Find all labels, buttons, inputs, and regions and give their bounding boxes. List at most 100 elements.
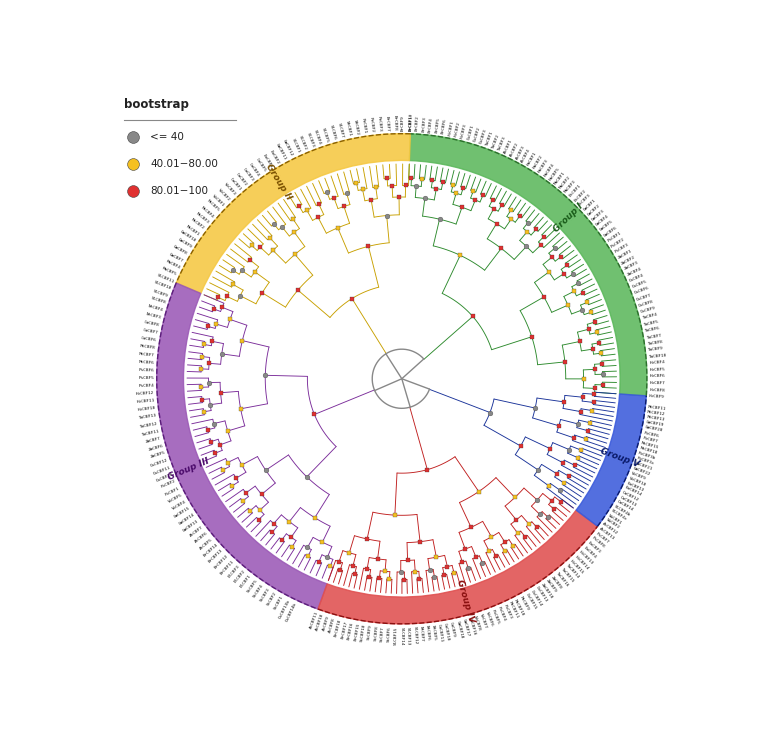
- Text: PvCBF7: PvCBF7: [642, 436, 659, 443]
- Text: BrCBF16: BrCBF16: [347, 621, 354, 640]
- Text: MtCBF10: MtCBF10: [514, 598, 525, 616]
- Text: BrCBF8: BrCBF8: [393, 116, 397, 131]
- Text: PvCBF1: PvCBF1: [164, 486, 180, 496]
- Text: MtCBF3: MtCBF3: [195, 211, 210, 224]
- Text: MtCBF2: MtCBF2: [191, 218, 205, 230]
- Text: PvCBF3: PvCBF3: [503, 604, 513, 619]
- Text: MtCBF11: MtCBF11: [508, 601, 520, 619]
- Text: CaCBF3: CaCBF3: [241, 166, 255, 182]
- Text: PvCBF4: PvCBF4: [496, 606, 506, 622]
- Text: Group IV: Group IV: [456, 579, 476, 624]
- Text: HvCBF4: HvCBF4: [649, 361, 665, 365]
- Text: ZmCBF1: ZmCBF1: [617, 248, 633, 259]
- Text: MtCBF7: MtCBF7: [139, 352, 155, 357]
- Text: OsCBF13: OsCBF13: [535, 586, 548, 603]
- Text: GmCBF13: GmCBF13: [183, 519, 200, 532]
- Text: OsCBF1: OsCBF1: [466, 124, 474, 140]
- Text: NtCBF4: NtCBF4: [148, 304, 164, 313]
- Text: PvCBF3c: PvCBF3c: [636, 456, 655, 466]
- Text: HvCBF5: HvCBF5: [649, 368, 666, 372]
- Text: BrCBF11: BrCBF11: [220, 560, 234, 575]
- Text: BrCBF1: BrCBF1: [408, 116, 413, 131]
- Text: BrCBF7: BrCBF7: [385, 116, 390, 131]
- Text: CaCBF5: CaCBF5: [255, 158, 267, 172]
- Text: AtCBF3: AtCBF3: [515, 144, 526, 160]
- Text: MaCBF3: MaCBF3: [564, 179, 577, 194]
- Text: 80.01−100: 80.01−100: [151, 186, 209, 196]
- Text: SlCBF15: SlCBF15: [394, 626, 397, 645]
- Text: ZmCBF6: ZmCBF6: [147, 443, 164, 452]
- Text: TaCBF11: TaCBF11: [141, 429, 160, 436]
- Text: BrCBF10: BrCBF10: [408, 112, 413, 131]
- Text: GmCBF18: GmCBF18: [456, 620, 463, 639]
- Text: StCBF2: StCBF2: [266, 591, 278, 607]
- Text: StCBF3: StCBF3: [260, 587, 271, 603]
- Text: CaCBF13: CaCBF13: [619, 495, 637, 507]
- Text: ElCBF3: ElCBF3: [227, 564, 241, 579]
- Text: CaCBF9: CaCBF9: [449, 621, 456, 638]
- Text: OsCBF15: OsCBF15: [524, 592, 537, 610]
- Text: HaCBF4: HaCBF4: [543, 162, 555, 177]
- Text: GmCBF22: GmCBF22: [633, 466, 651, 476]
- Text: StCBF1: StCBF1: [273, 595, 285, 610]
- Text: PsCBF2: PsCBF2: [611, 236, 626, 248]
- Text: TaCBF7: TaCBF7: [646, 333, 662, 340]
- Text: HaCBF2: HaCBF2: [532, 154, 544, 170]
- Text: CaCBF11: CaCBF11: [437, 623, 444, 642]
- Text: VuCBF2: VuCBF2: [604, 518, 620, 530]
- Text: PsCBF7: PsCBF7: [595, 531, 610, 544]
- Text: TaCBF8: TaCBF8: [647, 340, 663, 346]
- Text: HvCBF11: HvCBF11: [136, 399, 155, 404]
- Text: TaCBF1: TaCBF1: [485, 130, 494, 147]
- Text: EoCBF2: EoCBF2: [269, 149, 280, 165]
- Text: HvCBF10: HvCBF10: [137, 406, 156, 412]
- Text: ZmCBF5: ZmCBF5: [150, 451, 165, 459]
- Text: GmCBF9: GmCBF9: [176, 238, 192, 250]
- Text: SlCBF3: SlCBF3: [306, 132, 315, 148]
- Text: OsCBF11: OsCBF11: [152, 465, 171, 476]
- Text: NtCBF2: NtCBF2: [352, 119, 359, 135]
- Text: SlCBF1: SlCBF1: [291, 138, 301, 154]
- Wedge shape: [318, 510, 597, 624]
- Text: BrCBF3: BrCBF3: [422, 116, 426, 132]
- Text: MtCBF5: MtCBF5: [206, 200, 220, 213]
- Text: StCBF6: StCBF6: [387, 626, 391, 642]
- Text: GmCBF14: GmCBF14: [178, 513, 195, 526]
- Text: AtCBF12: AtCBF12: [602, 522, 619, 536]
- Text: CaCBF12: CaCBF12: [622, 490, 640, 502]
- Text: HaCBF3: HaCBF3: [538, 158, 550, 173]
- Text: VvCBF2: VvCBF2: [217, 188, 231, 202]
- Text: VvCBF7: VvCBF7: [479, 613, 488, 629]
- Text: BrCBF13: BrCBF13: [208, 548, 224, 564]
- Text: SlCBF11: SlCBF11: [156, 273, 174, 284]
- Text: GmCBF20: GmCBF20: [644, 425, 663, 433]
- Text: OsCBF2: OsCBF2: [473, 126, 481, 142]
- Text: AtCBF8: AtCBF8: [328, 616, 336, 633]
- Text: SlCBF5: SlCBF5: [321, 127, 329, 142]
- Text: GmCBF8: GmCBF8: [172, 245, 188, 256]
- Wedge shape: [176, 134, 410, 293]
- Text: OsCBF7: OsCBF7: [636, 292, 652, 302]
- Text: BrCBF15: BrCBF15: [354, 622, 361, 641]
- Text: TaCBF6: TaCBF6: [644, 326, 661, 333]
- Text: VvCBF9: VvCBF9: [630, 471, 647, 481]
- Text: TaCBF3: TaCBF3: [497, 136, 507, 152]
- Text: StCBF9: StCBF9: [367, 625, 373, 640]
- Text: AtCBF4: AtCBF4: [521, 148, 532, 164]
- Text: AtCBF2: AtCBF2: [509, 141, 520, 157]
- Text: VvCBF1: VvCBF1: [212, 194, 226, 207]
- Text: MaCBF5: MaCBF5: [162, 266, 177, 277]
- Text: SlCBF9: SlCBF9: [153, 289, 169, 298]
- Text: GmCBF17: GmCBF17: [461, 619, 470, 638]
- Text: GmCBF10: GmCBF10: [179, 230, 197, 243]
- Text: AtCBF1: AtCBF1: [503, 138, 514, 154]
- Text: ZmCBF9: ZmCBF9: [546, 578, 557, 594]
- Text: SlCBF14: SlCBF14: [400, 627, 404, 645]
- Text: SlCBF8: SlCBF8: [150, 296, 166, 305]
- Text: HvCBF13: HvCBF13: [579, 550, 594, 566]
- Text: VuCBF1: VuCBF1: [608, 513, 623, 525]
- Text: OsCBF3: OsCBF3: [479, 128, 488, 145]
- Text: CaCBF14: CaCBF14: [616, 500, 634, 512]
- Text: GmCBF3: GmCBF3: [591, 209, 606, 222]
- Text: GmCBF2: GmCBF2: [587, 203, 601, 217]
